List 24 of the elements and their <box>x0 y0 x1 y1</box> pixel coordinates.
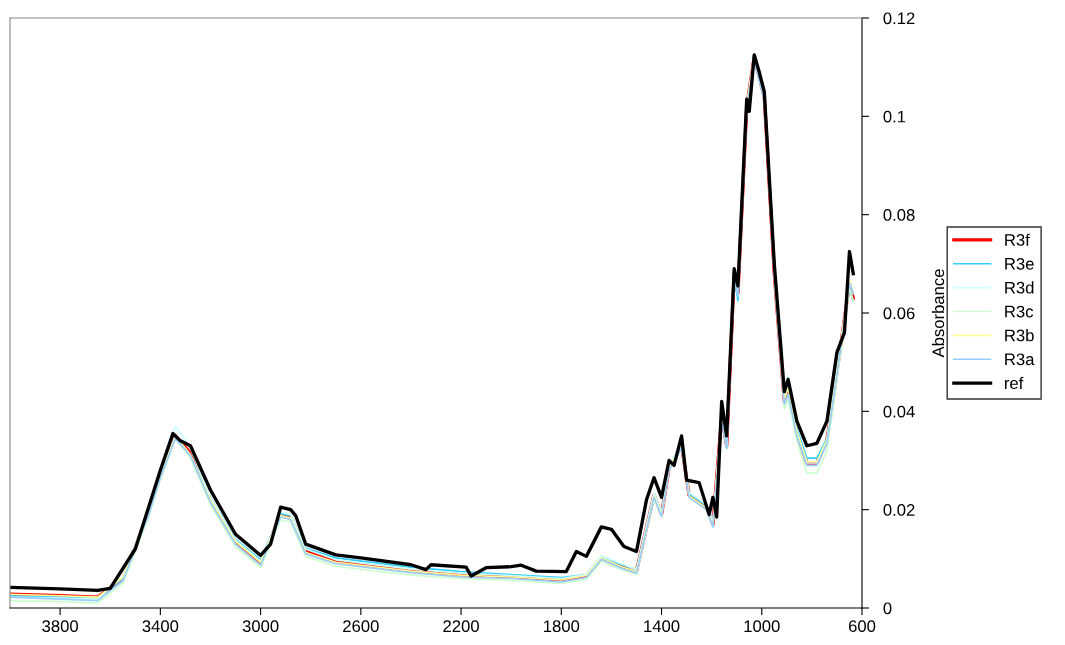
legend-label: R3c <box>1005 305 1034 318</box>
x-tick-label: 3800 <box>42 620 79 633</box>
x-tick-label: 3400 <box>142 620 179 633</box>
y-axis-title: Absorbance <box>931 269 945 358</box>
y-tick-label: 0.06 <box>883 307 915 320</box>
x-tick-label: 1000 <box>744 620 780 633</box>
x-tick-label: 1800 <box>544 620 580 633</box>
legend-label: R3d <box>1005 281 1034 294</box>
legend-label: R3f <box>1005 233 1030 246</box>
y-tick-label: 0.12 <box>883 12 915 25</box>
legend-label: ref <box>1004 376 1024 390</box>
y-tick-label: 0.04 <box>883 405 915 418</box>
x-tick-label: 600 <box>848 620 876 633</box>
legend-label: R3e <box>1005 257 1034 270</box>
x-tick-label: 2600 <box>343 620 379 633</box>
y-tick-label: 0.02 <box>883 504 915 516</box>
y-tick-label: 0.1 <box>883 110 906 123</box>
legend-label: R3a <box>1005 353 1035 366</box>
x-tick-label: 2200 <box>443 620 479 633</box>
y-tick-label: 0.08 <box>883 209 915 221</box>
x-tick-label: 3000 <box>242 620 279 633</box>
legend-label: R3b <box>1005 329 1034 342</box>
x-tick-label: 1400 <box>644 620 680 633</box>
y-tick-label: 0 <box>883 602 892 615</box>
